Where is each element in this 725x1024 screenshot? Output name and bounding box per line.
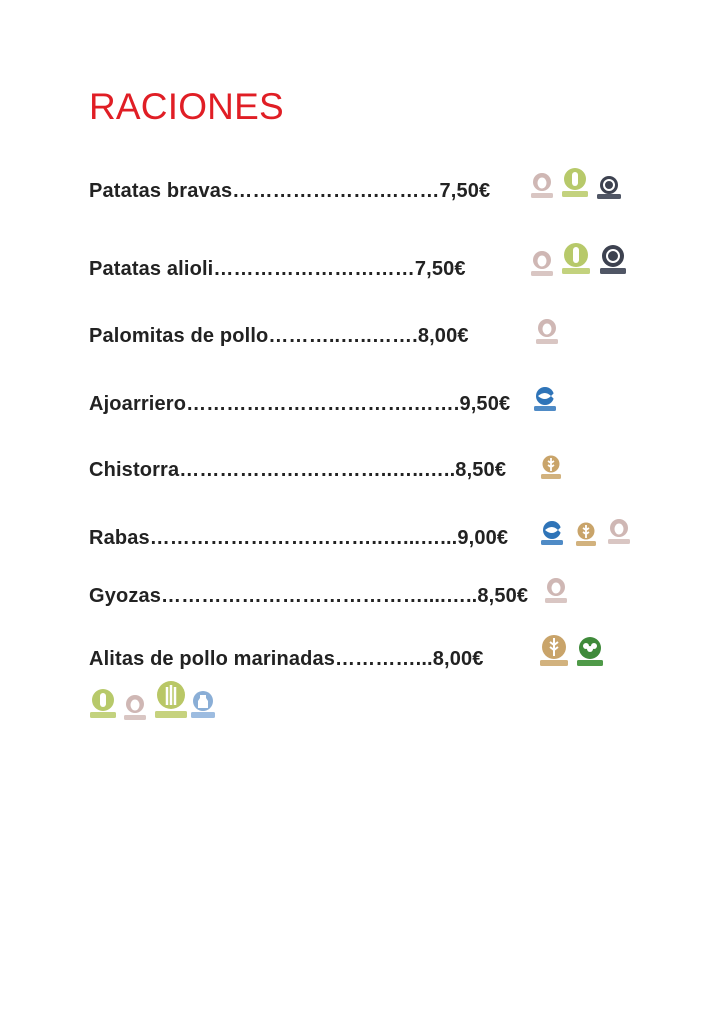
mustard-icon [562,243,590,274]
soy-icon [577,637,603,666]
egg-icon [536,319,558,344]
menu-item-gyozas: Gyozas…………………………………....…..8,50€ [89,585,529,607]
menu-item-alitas-de-pollo: Alitas de pollo marinadas…………...8,00€ [89,648,484,670]
egg-icon [545,578,567,603]
fish-icon [534,387,556,411]
gluten-icon [541,455,561,479]
sulphites-icon [597,176,621,199]
menu-item-patatas-alioli: Patatas alioli…………………………7,50€ [89,258,466,280]
menu-item-palomitas-de-pollo: Palomitas de pollo………..…..…….8,00€ [89,325,469,347]
milk-icon [191,691,215,718]
gluten-icon [540,635,568,666]
menu-item-chistorra: Chistorra…………………………..…..…..8,50€ [89,459,507,481]
sulphites-icon [600,245,626,274]
egg-icon [531,173,553,198]
fish-icon [541,521,563,545]
gluten-icon [576,522,596,546]
celery-icon [155,681,187,718]
egg-icon [124,695,146,720]
page-title: RACIONES [89,86,284,127]
menu-item-patatas-bravas: Patatas bravas………………….………7,50€ [89,180,491,202]
mustard-icon [562,168,588,197]
menu-item-ajoarriero: Ajoarriero…………………………….…….9,50€ [89,393,511,415]
egg-icon [608,519,630,544]
mustard-icon [90,689,116,718]
menu-item-rabas: Rabas……………………………..…...…...9,00€ [89,527,509,549]
egg-icon [531,251,553,276]
